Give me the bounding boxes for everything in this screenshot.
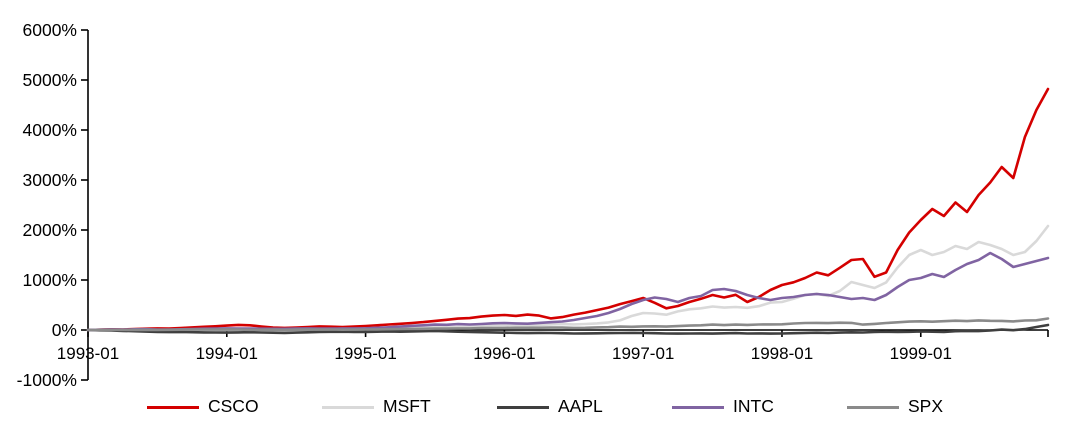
legend-item-csco: CSCO <box>147 392 259 422</box>
intc-line-swatch <box>672 405 724 409</box>
x-tick-label: 1993-01 <box>57 344 119 363</box>
msft-line-swatch <box>322 405 374 409</box>
series-line-spx <box>86 317 1050 332</box>
x-tick-label: 1998-01 <box>751 344 813 363</box>
x-tick-label: 1996-01 <box>473 344 535 363</box>
y-tick-label: 1000% <box>23 270 78 290</box>
y-tick-label: 6000% <box>23 20 78 40</box>
y-tick-label: 4000% <box>23 120 78 140</box>
legend-item-aapl: AAPL <box>497 392 603 422</box>
legend-label-intc: INTC <box>733 396 774 417</box>
x-tick-label: 1999-01 <box>890 344 952 363</box>
legend-item-msft: MSFT <box>322 392 431 422</box>
x-tick-label: 1994-01 <box>196 344 258 363</box>
chart-legend: CSCO MSFT AAPL INTC SPX <box>0 392 1071 422</box>
legend-label-aapl: AAPL <box>558 396 603 417</box>
x-tick-label: 1995-01 <box>334 344 396 363</box>
csco-line-swatch <box>147 405 199 409</box>
legend-item-intc: INTC <box>672 392 774 422</box>
y-tick-label: 3000% <box>23 170 78 190</box>
series-line-csco <box>86 87 1050 332</box>
x-tick-label: 1997-01 <box>612 344 674 363</box>
y-tick-label: 0% <box>52 320 77 340</box>
y-tick-label: -1000% <box>17 370 77 390</box>
y-tick-label: 2000% <box>23 220 78 240</box>
aapl-line-swatch <box>497 405 549 409</box>
series-line-aapl <box>86 323 1050 335</box>
legend-label-csco: CSCO <box>208 396 259 417</box>
series-line-intc <box>86 251 1050 332</box>
legend-item-spx: SPX <box>847 392 943 422</box>
spx-line-swatch <box>847 405 899 409</box>
y-tick-label: 5000% <box>23 70 78 90</box>
legend-label-msft: MSFT <box>383 396 431 417</box>
legend-label-spx: SPX <box>908 396 944 417</box>
